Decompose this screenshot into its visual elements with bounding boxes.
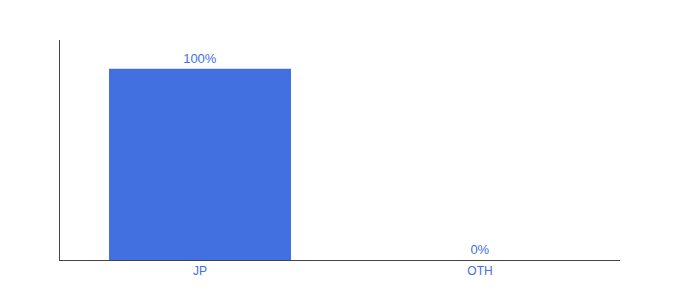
svg-text:0%: 0% xyxy=(470,242,489,257)
svg-text:100%: 100% xyxy=(183,51,217,66)
svg-text:OTH: OTH xyxy=(467,264,492,278)
svg-text:JP: JP xyxy=(193,264,207,278)
